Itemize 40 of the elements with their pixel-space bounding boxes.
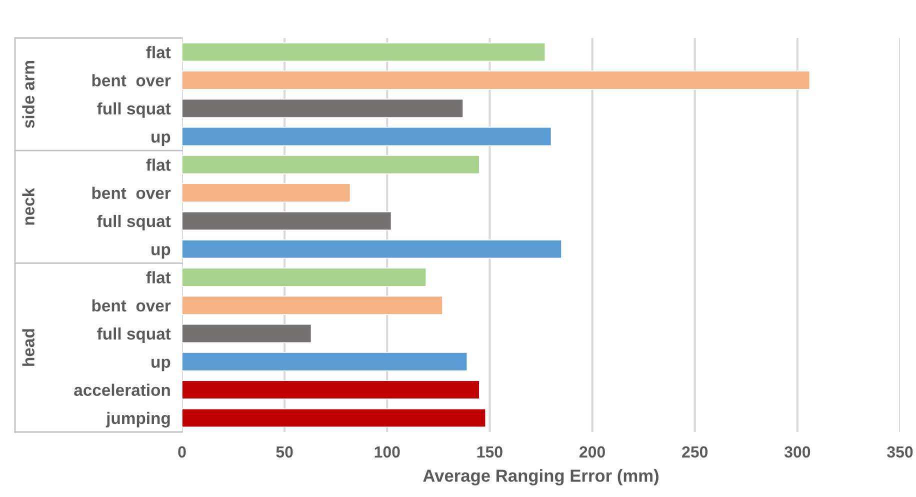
- text: side arm: [22, 61, 34, 128]
- y-tick-label: up: [152, 358, 170, 372]
- bar: [182, 98, 464, 118]
- bar: [182, 155, 480, 174]
- x-tick-label: 200: [580, 446, 605, 458]
- y-tick-label: full squat: [97, 327, 171, 343]
- x-axis-title: Average Ranging Error (mm): [423, 469, 658, 486]
- x-tick-label: 250: [682, 446, 708, 458]
- y-tick-label: acceleration: [74, 384, 170, 396]
- x-tick-label: 350: [887, 446, 913, 458]
- y-tick-label: full squat: [97, 102, 171, 118]
- bar: [182, 296, 443, 315]
- y-tick-label: up: [152, 246, 170, 259]
- y-tick-label: flat: [146, 158, 171, 171]
- y-tick-label: up: [152, 134, 170, 146]
- y-tick-label: bent over: [92, 299, 171, 312]
- y-tick-label: flat: [146, 46, 171, 58]
- bar: [182, 211, 392, 230]
- y-tick-label: jumping: [106, 412, 170, 428]
- x-tick-label: 150: [477, 446, 502, 458]
- y-tick-label: full squat: [97, 214, 171, 230]
- x-tick-label: 100: [374, 446, 400, 458]
- bar: [182, 380, 480, 400]
- bar: [182, 408, 486, 428]
- text: head: [22, 329, 34, 366]
- y-tick-label: bent over: [92, 186, 171, 199]
- y-tick-label: bent over: [92, 74, 171, 86]
- bar: [182, 324, 312, 344]
- x-tick-label: 50: [276, 446, 293, 458]
- text: neck: [22, 188, 34, 225]
- bar: [182, 240, 562, 259]
- bar: [182, 42, 546, 62]
- y-tick-label: flat: [146, 271, 171, 284]
- x-tick-label: 300: [784, 446, 810, 458]
- bar: [182, 352, 468, 372]
- bar: [182, 70, 810, 90]
- bar: [182, 126, 552, 146]
- bar: [182, 268, 427, 287]
- x-tick-label: 0: [178, 446, 186, 458]
- bar: [182, 183, 351, 202]
